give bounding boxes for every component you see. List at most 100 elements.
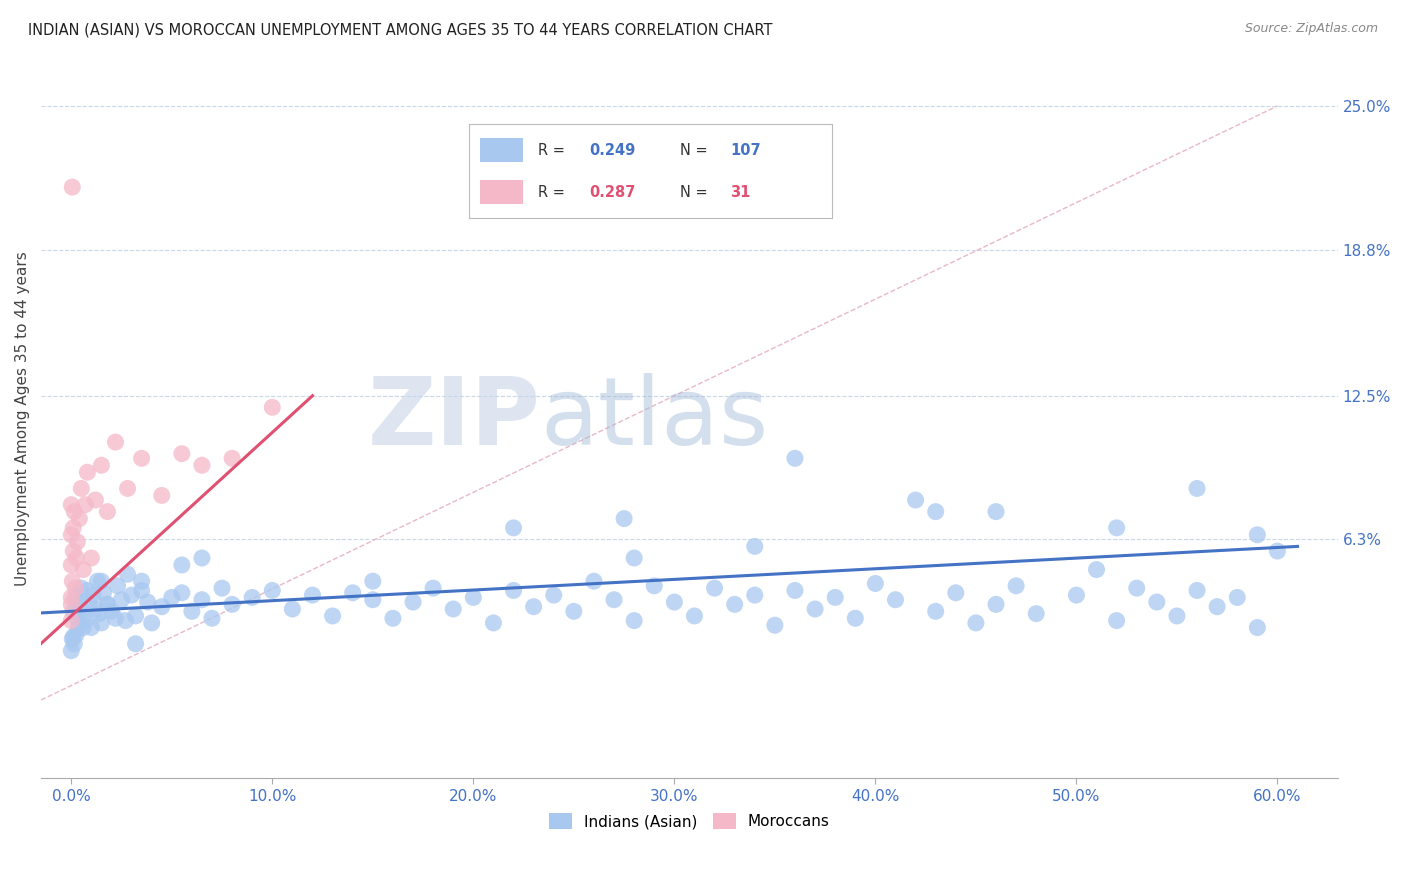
Point <box>63 505 86 519</box>
Point <box>60 528 83 542</box>
Point <box>62 521 84 535</box>
Point <box>76 465 98 479</box>
Point <box>63 637 86 651</box>
Point <box>150 488 173 502</box>
Point <box>925 604 948 618</box>
Point <box>72 609 94 624</box>
Point <box>67 598 90 612</box>
Point <box>107 579 129 593</box>
Point <box>342 586 364 600</box>
Point <box>121 588 143 602</box>
Point <box>1267 544 1289 558</box>
Point <box>160 591 183 605</box>
Point <box>60 558 83 572</box>
Point <box>562 604 585 618</box>
Point <box>124 637 146 651</box>
Point <box>180 604 202 618</box>
Point <box>86 574 108 589</box>
Point <box>141 615 163 630</box>
Point <box>114 614 136 628</box>
Point <box>945 586 967 600</box>
Point <box>262 401 284 415</box>
Point <box>131 583 153 598</box>
Point <box>62 544 84 558</box>
Point <box>65 627 87 641</box>
Point <box>100 604 122 618</box>
Point <box>90 574 112 589</box>
Point <box>221 598 243 612</box>
Point <box>170 447 193 461</box>
Point <box>301 588 323 602</box>
Point <box>110 592 132 607</box>
Point <box>60 644 83 658</box>
Point <box>381 611 404 625</box>
Point <box>884 592 907 607</box>
Point <box>136 595 159 609</box>
Point <box>62 630 84 644</box>
Point <box>72 563 94 577</box>
Text: atlas: atlas <box>540 373 769 465</box>
Point <box>603 592 626 607</box>
Point <box>783 451 806 466</box>
Point <box>201 611 224 625</box>
Point <box>117 482 139 496</box>
Point <box>60 574 83 589</box>
Point <box>904 493 927 508</box>
Point <box>824 591 846 605</box>
Point <box>211 581 233 595</box>
Point <box>703 581 725 595</box>
Point <box>79 595 101 609</box>
Point <box>763 618 786 632</box>
Point <box>60 614 83 628</box>
Point <box>744 588 766 602</box>
Point <box>502 521 524 535</box>
Point <box>361 574 384 589</box>
Point <box>104 435 127 450</box>
Point <box>89 607 111 621</box>
Point <box>80 551 103 566</box>
Point <box>96 505 118 519</box>
Point <box>104 611 127 625</box>
Point <box>65 581 87 595</box>
Point <box>60 598 83 612</box>
Point <box>804 602 827 616</box>
Point <box>643 579 665 593</box>
Point <box>96 598 118 612</box>
Text: INDIAN (ASIAN) VS MOROCCAN UNEMPLOYMENT AMONG AGES 35 TO 44 YEARS CORRELATION CH: INDIAN (ASIAN) VS MOROCCAN UNEMPLOYMENT … <box>28 22 773 37</box>
Point <box>80 621 103 635</box>
Point <box>965 615 987 630</box>
Point <box>117 567 139 582</box>
Point <box>1226 591 1249 605</box>
Point <box>65 551 87 566</box>
Point <box>1166 609 1188 624</box>
Point <box>66 611 89 625</box>
Point <box>683 609 706 624</box>
Point <box>60 180 83 194</box>
Point <box>783 583 806 598</box>
Point <box>844 611 866 625</box>
Point <box>623 551 645 566</box>
Point <box>75 498 97 512</box>
Point <box>67 511 90 525</box>
Point <box>82 588 104 602</box>
Point <box>96 598 118 612</box>
Point <box>66 534 89 549</box>
Point <box>865 576 887 591</box>
Point <box>191 551 214 566</box>
Point <box>90 615 112 630</box>
Point <box>1005 579 1028 593</box>
Y-axis label: Unemployment Among Ages 35 to 44 years: Unemployment Among Ages 35 to 44 years <box>15 252 30 586</box>
Point <box>84 602 107 616</box>
Point <box>70 482 93 496</box>
Point <box>1185 583 1208 598</box>
Point <box>240 591 263 605</box>
Point <box>402 595 425 609</box>
Point <box>60 632 83 647</box>
Point <box>422 581 444 595</box>
Point <box>150 599 173 614</box>
Point <box>361 592 384 607</box>
Point <box>1025 607 1047 621</box>
Point <box>724 598 747 612</box>
Point <box>623 614 645 628</box>
Point <box>984 505 1007 519</box>
